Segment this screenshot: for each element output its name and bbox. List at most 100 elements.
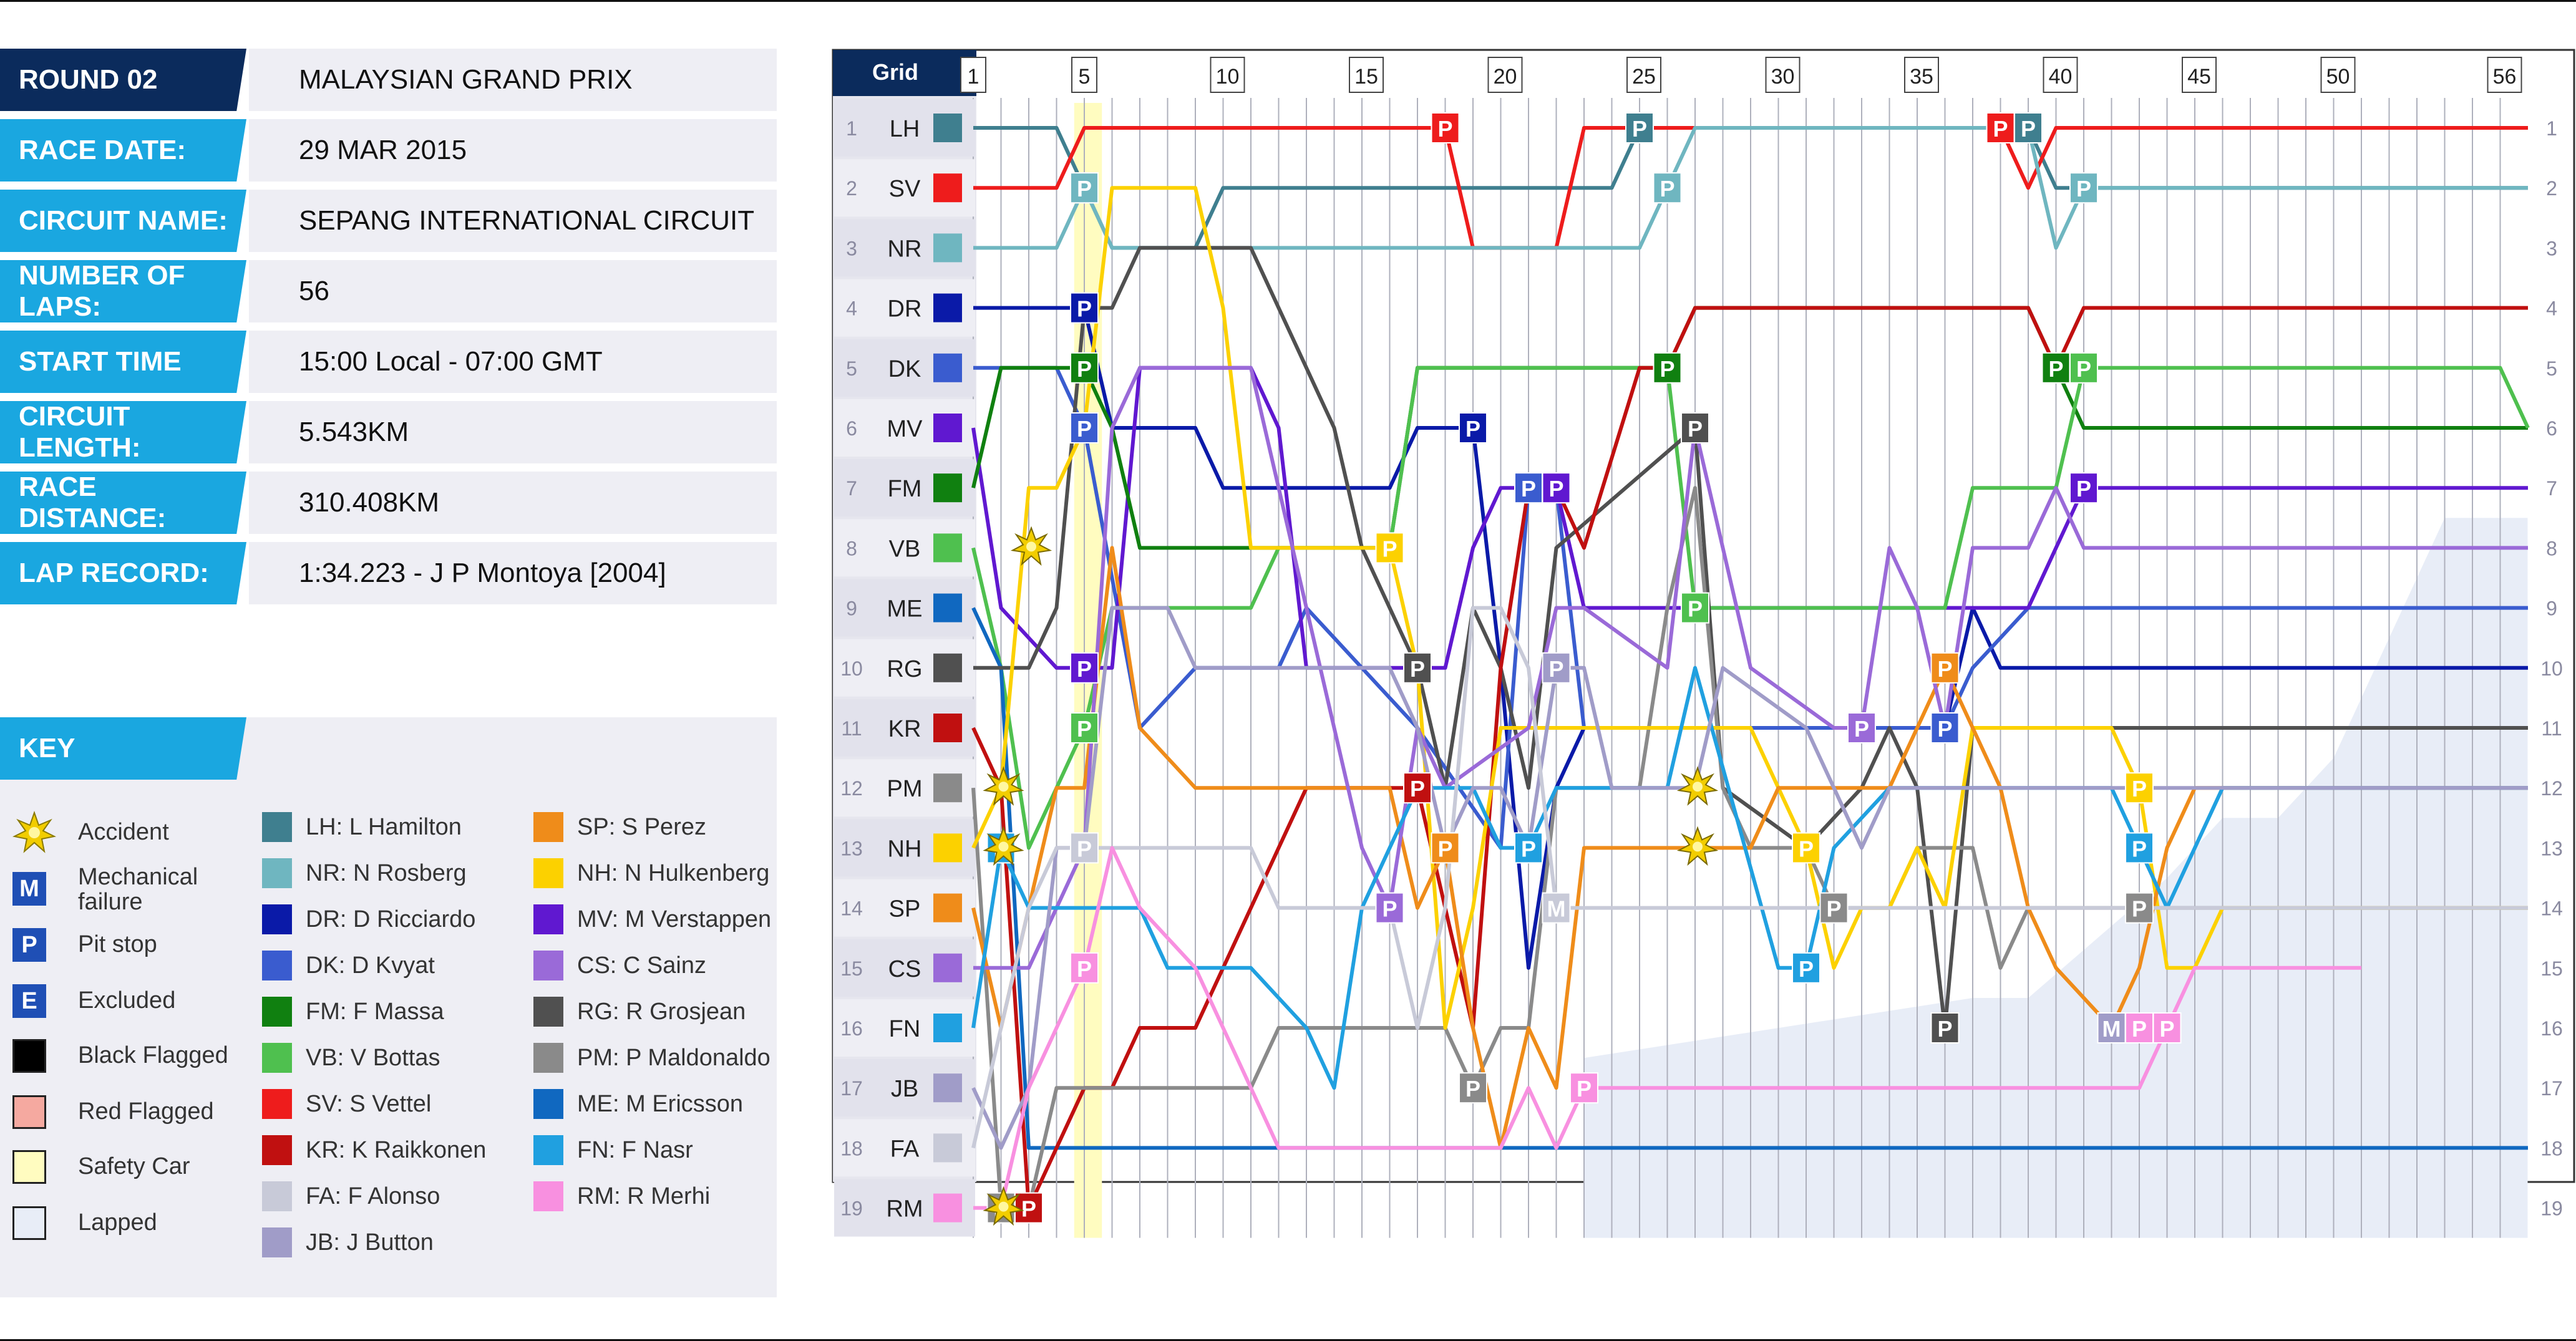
lap-tick-label: 20 — [1494, 65, 1517, 89]
grid-driver-code: CS — [888, 956, 921, 982]
grid-driver-code: FA — [890, 1136, 920, 1162]
pit-marker-letter: P — [2021, 116, 2036, 142]
accident-star-icon — [1676, 766, 1719, 806]
driver-color-swatch — [533, 812, 563, 842]
top-rule — [0, 0, 2576, 2]
pit-marker — [1930, 1012, 1960, 1043]
accident-star-icon — [1676, 826, 1719, 866]
grid-driver-swatch — [933, 173, 962, 203]
position-number: 6 — [846, 417, 857, 440]
lap-tick-label: 10 — [1216, 65, 1240, 89]
pit-marker — [1431, 112, 1460, 143]
driver-legend-item: LH: L Hamilton — [262, 812, 462, 842]
pit-marker-letter: P — [2132, 776, 2147, 801]
pit-marker-letter: P — [1548, 656, 1563, 682]
position-number: 13 — [840, 837, 863, 859]
pit-marker-letter: P — [2076, 476, 2091, 501]
driver-color-swatch — [533, 858, 563, 888]
driver-color-swatch — [533, 1043, 563, 1073]
position-number-right: 1 — [2546, 117, 2557, 140]
pit-marker-letter: P — [1437, 116, 1452, 142]
info-label: RACE DATE: — [0, 119, 246, 182]
position-number-right: 17 — [2540, 1077, 2563, 1100]
pit-marker — [1070, 352, 1099, 384]
driver-color-swatch — [262, 1227, 292, 1257]
key-label: Red Flagged — [78, 1098, 214, 1125]
driver-color-swatch — [262, 858, 292, 888]
position-number-right: 14 — [2540, 898, 2563, 920]
key-label: Pit stop — [78, 931, 157, 957]
pit-marker — [1375, 892, 1404, 924]
pit-marker — [1070, 652, 1099, 684]
position-number-right: 19 — [2540, 1198, 2563, 1220]
pit-marker — [1014, 1192, 1043, 1224]
pit-marker-letter: P — [1937, 656, 1952, 682]
driver-color-swatch — [262, 1089, 292, 1119]
grid-driver-swatch — [933, 714, 962, 742]
status-marker-letter: P — [2132, 1016, 2147, 1042]
pit-marker-letter: P — [1688, 596, 1703, 622]
pit-marker-letter: P — [1688, 416, 1703, 442]
grid-driver-code: JB — [891, 1076, 918, 1102]
position-number: 10 — [840, 657, 863, 680]
grid-driver-swatch — [933, 773, 962, 803]
position-number-right: 3 — [2546, 237, 2557, 259]
key-label: Black Flagged — [78, 1042, 228, 1068]
driver-legend-item: FA: F Alonso — [262, 1181, 440, 1211]
position-number-right: 7 — [2546, 477, 2557, 500]
pit-marker — [1459, 1072, 1487, 1104]
grid-driver-code: SV — [889, 176, 921, 202]
pit-marker-letter: P — [1077, 956, 1092, 982]
pit-marker-letter: P — [1382, 896, 1397, 922]
info-value: 15:00 Local - 07:00 GMT — [249, 331, 777, 393]
lap-tick-label: 15 — [1354, 65, 1378, 89]
info-row-circuit: CIRCUIT NAME: SEPANG INTERNATIONAL CIRCU… — [0, 190, 777, 252]
pit-marker-letter: P — [2159, 1016, 2174, 1042]
pit-marker — [1403, 652, 1432, 684]
info-label: START TIME — [0, 331, 246, 393]
pit-marker — [2041, 352, 2071, 384]
info-label: LAP RECORD: — [0, 542, 246, 604]
status-marker — [2097, 1012, 2126, 1043]
grid-driver-code: FM — [888, 476, 922, 502]
grid-driver-code: KR — [888, 716, 921, 742]
lap-tick-box — [2043, 57, 2078, 93]
accident-star-icon — [1010, 526, 1052, 566]
pit-marker — [1792, 832, 1820, 864]
driver-color-swatch — [262, 951, 292, 980]
pit-marker-letter: P — [1077, 296, 1092, 322]
pit-marker-letter: P — [1937, 716, 1952, 742]
driver-legend-label: RG: R Grosjean — [577, 998, 746, 1025]
race-info-panel: ROUND 02 MALAYSIAN GRAND PRIX RACE DATE:… — [0, 49, 777, 612]
pit-marker-letter: P — [1382, 536, 1397, 561]
position-number-right: 9 — [2546, 598, 2557, 620]
black-flag-swatch — [12, 1034, 69, 1078]
pit-marker-letter: P — [1577, 1076, 1592, 1101]
key-title: KEY — [0, 717, 246, 780]
position-number-right: 2 — [2546, 177, 2557, 200]
grid-driver-code: ME — [887, 596, 923, 622]
position-number-right: 15 — [2540, 957, 2563, 980]
lap-tick-box — [960, 57, 986, 93]
driver-color-swatch — [262, 1043, 292, 1073]
info-label: RACE DISTANCE: — [0, 472, 246, 534]
pit-marker-letter: P — [1548, 476, 1563, 501]
accident-star-icon — [983, 1186, 1024, 1226]
driver-legend-label: KR: K Raikkonen — [306, 1136, 487, 1163]
grid-driver-swatch — [933, 1193, 962, 1222]
lap-tick-box — [1487, 57, 1523, 93]
pit-marker-letter: P — [1077, 416, 1092, 442]
info-label: CIRCUIT LENGTH: — [0, 401, 246, 463]
pit-marker — [1542, 652, 1571, 684]
lap-tick-box — [1904, 57, 1939, 93]
driver-legend-label: NR: N Rosberg — [306, 859, 467, 886]
driver-legend-item: FN: F Nasr — [533, 1135, 693, 1165]
pit-marker-letter: P — [1660, 176, 1674, 201]
series-line-fa — [971, 606, 2528, 1149]
pit-marker — [2125, 892, 2154, 924]
driver-legend-item: DR: D Ricciardo — [262, 904, 475, 934]
pit-marker-letter: P — [1077, 176, 1092, 201]
lap-tick-label: 25 — [1632, 65, 1656, 89]
pit-marker-letter: P — [2048, 356, 2063, 382]
